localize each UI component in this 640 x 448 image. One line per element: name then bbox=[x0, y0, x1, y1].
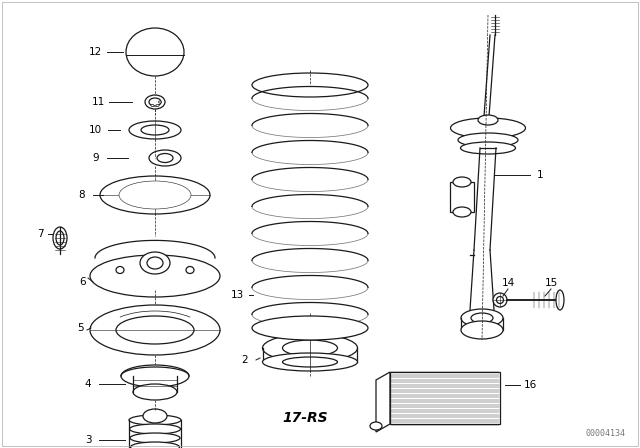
Ellipse shape bbox=[141, 125, 169, 135]
Ellipse shape bbox=[493, 293, 507, 307]
Ellipse shape bbox=[145, 95, 165, 109]
Ellipse shape bbox=[119, 181, 191, 209]
Polygon shape bbox=[376, 372, 390, 432]
Text: 5: 5 bbox=[77, 323, 83, 333]
Text: 3: 3 bbox=[84, 435, 92, 445]
Ellipse shape bbox=[129, 415, 181, 425]
Ellipse shape bbox=[90, 255, 220, 297]
Text: 8: 8 bbox=[79, 190, 85, 200]
Ellipse shape bbox=[262, 353, 358, 371]
Text: 00004134: 00004134 bbox=[585, 429, 625, 438]
Ellipse shape bbox=[156, 104, 159, 107]
Text: 1: 1 bbox=[537, 170, 543, 180]
Ellipse shape bbox=[147, 257, 163, 269]
Text: 4: 4 bbox=[84, 379, 92, 389]
Ellipse shape bbox=[262, 334, 358, 362]
Text: 13: 13 bbox=[230, 290, 244, 300]
Text: 15: 15 bbox=[545, 278, 557, 288]
Ellipse shape bbox=[143, 409, 167, 423]
Ellipse shape bbox=[126, 28, 184, 76]
Text: 12: 12 bbox=[88, 47, 102, 57]
Ellipse shape bbox=[252, 73, 368, 97]
Ellipse shape bbox=[130, 433, 180, 443]
Ellipse shape bbox=[151, 104, 154, 107]
Ellipse shape bbox=[478, 115, 498, 125]
Ellipse shape bbox=[129, 424, 180, 434]
Ellipse shape bbox=[149, 98, 161, 106]
Ellipse shape bbox=[157, 154, 173, 163]
Ellipse shape bbox=[471, 313, 493, 323]
Ellipse shape bbox=[133, 384, 177, 400]
Ellipse shape bbox=[451, 118, 525, 138]
Ellipse shape bbox=[121, 365, 189, 387]
Text: 9: 9 bbox=[93, 153, 99, 163]
Ellipse shape bbox=[56, 231, 64, 245]
Text: 2: 2 bbox=[242, 355, 248, 365]
Ellipse shape bbox=[149, 150, 181, 166]
Ellipse shape bbox=[453, 207, 471, 217]
Ellipse shape bbox=[370, 422, 382, 430]
Ellipse shape bbox=[453, 189, 471, 211]
Ellipse shape bbox=[53, 227, 67, 249]
Text: 6: 6 bbox=[80, 277, 86, 287]
Ellipse shape bbox=[159, 101, 161, 103]
Ellipse shape bbox=[252, 316, 368, 340]
Ellipse shape bbox=[140, 252, 170, 274]
Ellipse shape bbox=[461, 321, 503, 339]
Ellipse shape bbox=[125, 184, 185, 206]
Ellipse shape bbox=[497, 297, 504, 303]
Ellipse shape bbox=[282, 340, 337, 356]
Ellipse shape bbox=[116, 267, 124, 273]
Ellipse shape bbox=[100, 176, 210, 214]
Text: 7: 7 bbox=[36, 229, 44, 239]
Bar bbox=[450, 182, 474, 212]
Ellipse shape bbox=[129, 121, 181, 139]
Ellipse shape bbox=[458, 133, 518, 147]
Ellipse shape bbox=[131, 442, 179, 448]
Ellipse shape bbox=[282, 357, 337, 367]
Ellipse shape bbox=[461, 142, 515, 154]
Ellipse shape bbox=[453, 177, 471, 187]
Text: 17-RS: 17-RS bbox=[282, 411, 328, 425]
Ellipse shape bbox=[556, 290, 564, 310]
Text: 10: 10 bbox=[88, 125, 102, 135]
Bar bbox=[390, 372, 500, 424]
Ellipse shape bbox=[90, 305, 220, 355]
Ellipse shape bbox=[461, 309, 503, 327]
Ellipse shape bbox=[116, 316, 194, 344]
Text: 11: 11 bbox=[92, 97, 104, 107]
Text: 14: 14 bbox=[501, 278, 515, 288]
Text: 16: 16 bbox=[524, 380, 536, 390]
Ellipse shape bbox=[186, 267, 194, 273]
